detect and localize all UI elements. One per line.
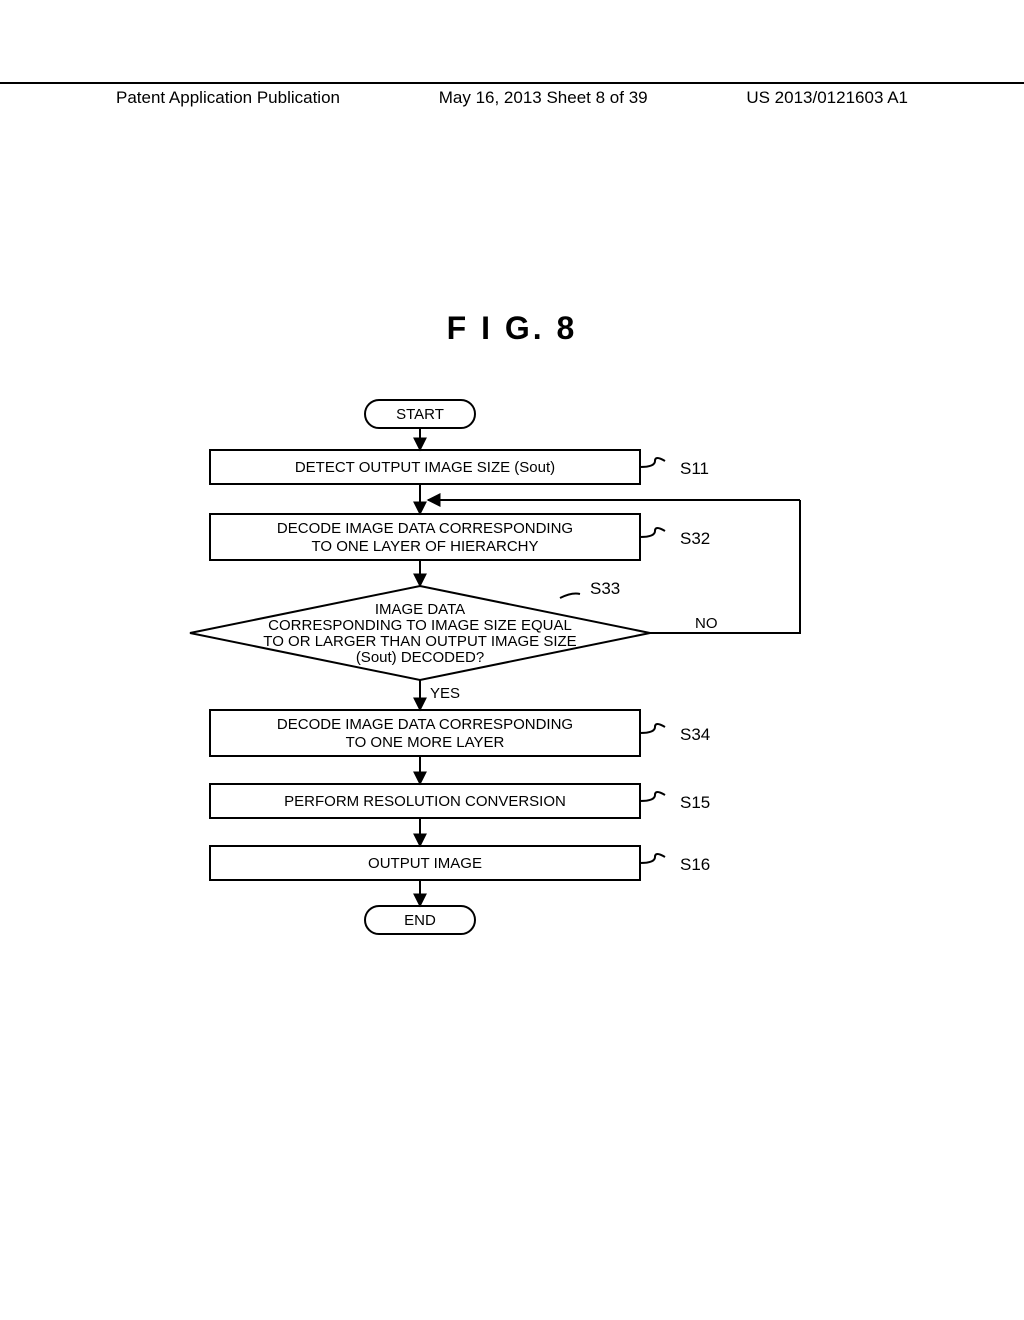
decision-s33-l3: TO OR LARGER THAN OUTPUT IMAGE SIZE [263,633,576,650]
step-s15-text: PERFORM RESOLUTION CONVERSION [284,793,566,810]
step-s15-label: S15 [680,793,710,812]
decision-s33-l4: (Sout) DECODED? [356,649,484,666]
flowchart: START DETECT OUTPUT IMAGE SIZE (Sout) S1… [0,380,1024,1020]
figure-title: F I G. 8 [0,310,1024,347]
step-s32-text1: DECODE IMAGE DATA CORRESPONDING [277,520,573,537]
loop-right-up [650,500,800,633]
header-left: Patent Application Publication [116,88,340,108]
leader-s16 [640,854,665,863]
header-right: US 2013/0121603 A1 [746,88,908,108]
decision-s33-label: S33 [590,579,620,598]
decision-s33-yes: YES [430,685,460,702]
step-s11-text: DETECT OUTPUT IMAGE SIZE (Sout) [295,459,555,476]
step-s34-text1: DECODE IMAGE DATA CORRESPONDING [277,716,573,733]
leader-s11 [640,458,665,467]
terminal-start-text: START [396,406,444,423]
decision-s33-l1: IMAGE DATA [375,601,465,618]
step-s11-label: S11 [680,459,709,478]
leader-s15 [640,792,665,801]
step-s16-label: S16 [680,855,710,874]
leader-s33 [560,594,580,599]
leader-s32 [640,528,665,537]
page-header: Patent Application Publication May 16, 2… [0,82,1024,108]
step-s32-text2: TO ONE LAYER OF HIERARCHY [312,538,539,555]
leader-s34 [640,724,665,733]
decision-s33-no: NO [695,615,718,632]
terminal-end-text: END [404,912,436,929]
step-s32-label: S32 [680,529,710,548]
step-s34-label: S34 [680,725,710,744]
decision-s33-l2: CORRESPONDING TO IMAGE SIZE EQUAL [268,617,572,634]
header-center: May 16, 2013 Sheet 8 of 39 [439,88,648,108]
step-s34-text2: TO ONE MORE LAYER [346,734,505,751]
step-s16-text: OUTPUT IMAGE [368,855,482,872]
